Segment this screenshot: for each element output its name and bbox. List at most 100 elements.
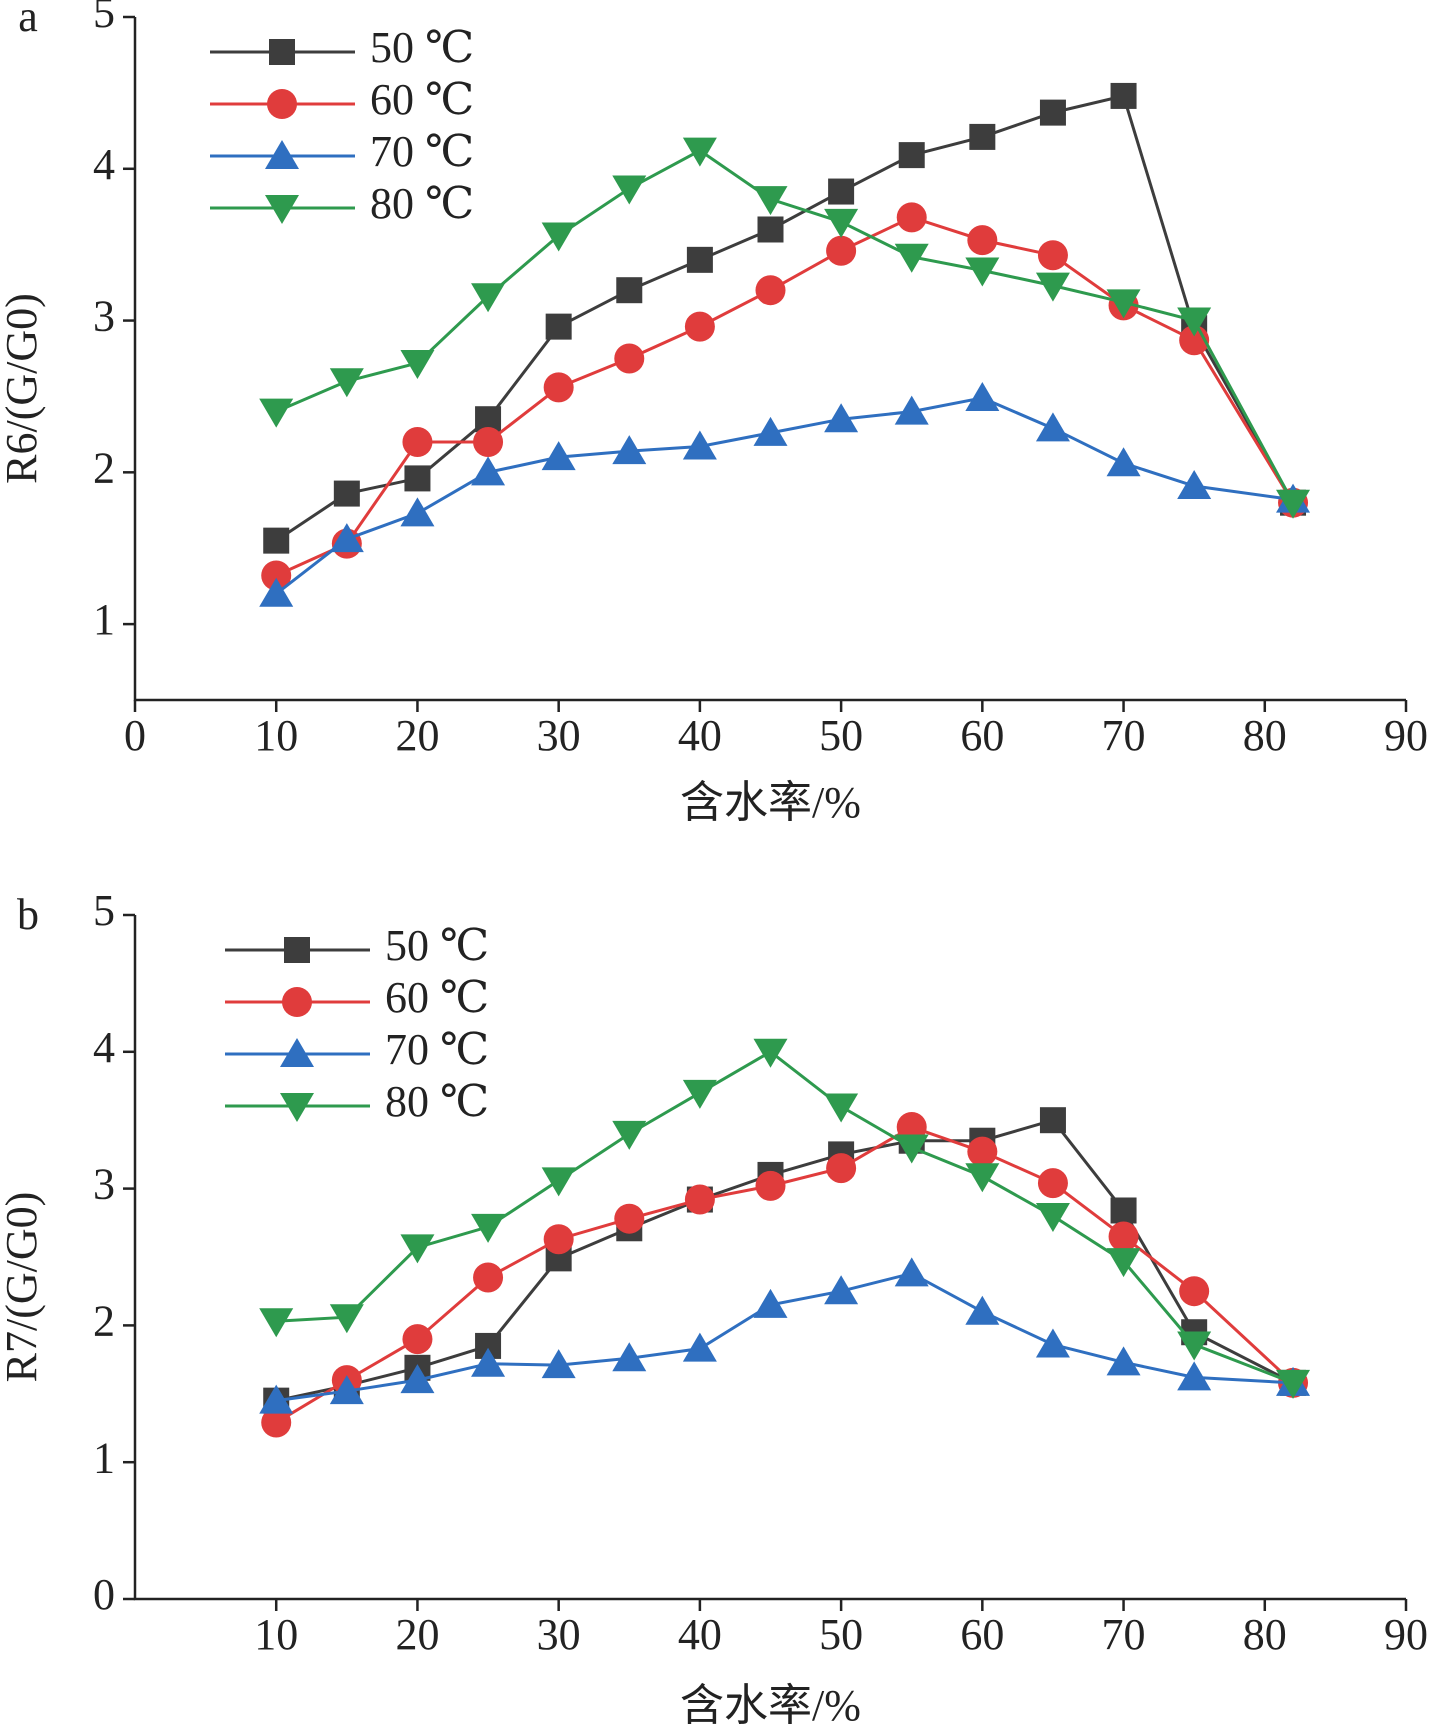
legend-label: 80 ℃ [385,1077,489,1126]
legend-label: 70 ℃ [370,127,474,176]
x-tick-label: 80 [1243,1610,1287,1659]
legend-label: 60 ℃ [370,75,474,124]
marker [965,257,1000,287]
marker [1276,1369,1311,1399]
series-line [275,396,1294,595]
marker [333,480,360,507]
marker [682,137,717,167]
marker [541,1349,576,1379]
marker [329,1304,364,1334]
panel-label: a [18,0,38,41]
marker [894,243,929,273]
marker [402,1324,433,1355]
marker [894,1134,929,1164]
marker [1177,1361,1212,1391]
y-tick-label: 2 [93,1296,115,1345]
marker [894,1257,929,1287]
marker [896,1112,927,1143]
marker [898,142,925,169]
y-tick-label: 4 [93,1023,115,1072]
panel-label: b [17,890,39,939]
marker [329,368,364,398]
marker [1110,82,1137,109]
x-tick-label: 90 [1384,711,1428,760]
y-tick-label: 3 [93,292,115,341]
marker [261,1407,292,1438]
marker [473,426,504,457]
marker [1035,1202,1070,1232]
y-axis-title: R7/(G/G0) [0,1192,46,1383]
x-tick-label: 50 [819,1610,863,1659]
marker [259,1308,294,1338]
y-tick-label: 5 [93,0,115,37]
y-tick-label: 1 [93,595,115,644]
marker [1039,99,1066,126]
marker [543,1224,574,1255]
marker [1106,1346,1141,1376]
marker [682,1079,717,1109]
y-tick-label: 0 [93,1570,115,1619]
marker [757,216,784,243]
marker [1177,307,1212,337]
marker [826,1153,857,1184]
legend-label: 50 ℃ [385,921,489,970]
x-tick-label: 30 [537,711,581,760]
marker [753,186,788,216]
marker [265,140,299,169]
marker [1276,489,1311,519]
marker [1177,469,1212,499]
x-tick-label: 60 [960,711,1004,760]
marker [400,1234,435,1264]
marker [614,1203,645,1234]
y-tick-label: 1 [93,1433,115,1482]
marker [826,235,857,266]
y-axis-title: R6/(G/G0) [0,293,46,484]
marker [471,456,506,486]
x-tick-label: 90 [1384,1610,1428,1659]
marker [402,426,433,457]
marker [753,416,788,446]
x-tick-label: 70 [1102,1610,1146,1659]
x-tick-label: 0 [124,711,146,760]
legend-label: 60 ℃ [385,973,489,1022]
marker [329,1375,364,1405]
marker [1035,1328,1070,1358]
marker [545,313,572,340]
marker [684,1184,715,1215]
marker [1106,447,1141,477]
marker [896,202,927,233]
marker [824,208,859,238]
marker [967,1136,998,1167]
x-tick-label: 10 [254,1610,298,1659]
marker [969,123,996,150]
x-tick-label: 60 [960,1610,1004,1659]
marker [1179,1276,1210,1307]
marker [471,1347,506,1377]
y-tick-label: 4 [93,140,115,189]
marker [1106,1248,1141,1278]
marker [267,89,297,119]
marker [471,1213,506,1243]
marker [753,1288,788,1318]
x-tick-label: 20 [395,1610,439,1659]
marker [1106,289,1141,319]
marker [967,225,998,256]
marker [1035,412,1070,442]
marker [282,987,312,1017]
y-tick-label: 2 [93,443,115,492]
marker [404,465,431,492]
marker [616,277,643,304]
marker [280,1038,314,1067]
marker [612,435,647,465]
y-tick-label: 5 [93,886,115,935]
marker [400,350,435,380]
marker [541,222,576,252]
marker [965,1163,1000,1193]
legend-label: 50 ℃ [370,23,474,72]
marker [612,1342,647,1372]
marker [269,39,295,65]
marker [259,1384,294,1414]
marker [263,527,290,554]
marker [612,1120,647,1150]
